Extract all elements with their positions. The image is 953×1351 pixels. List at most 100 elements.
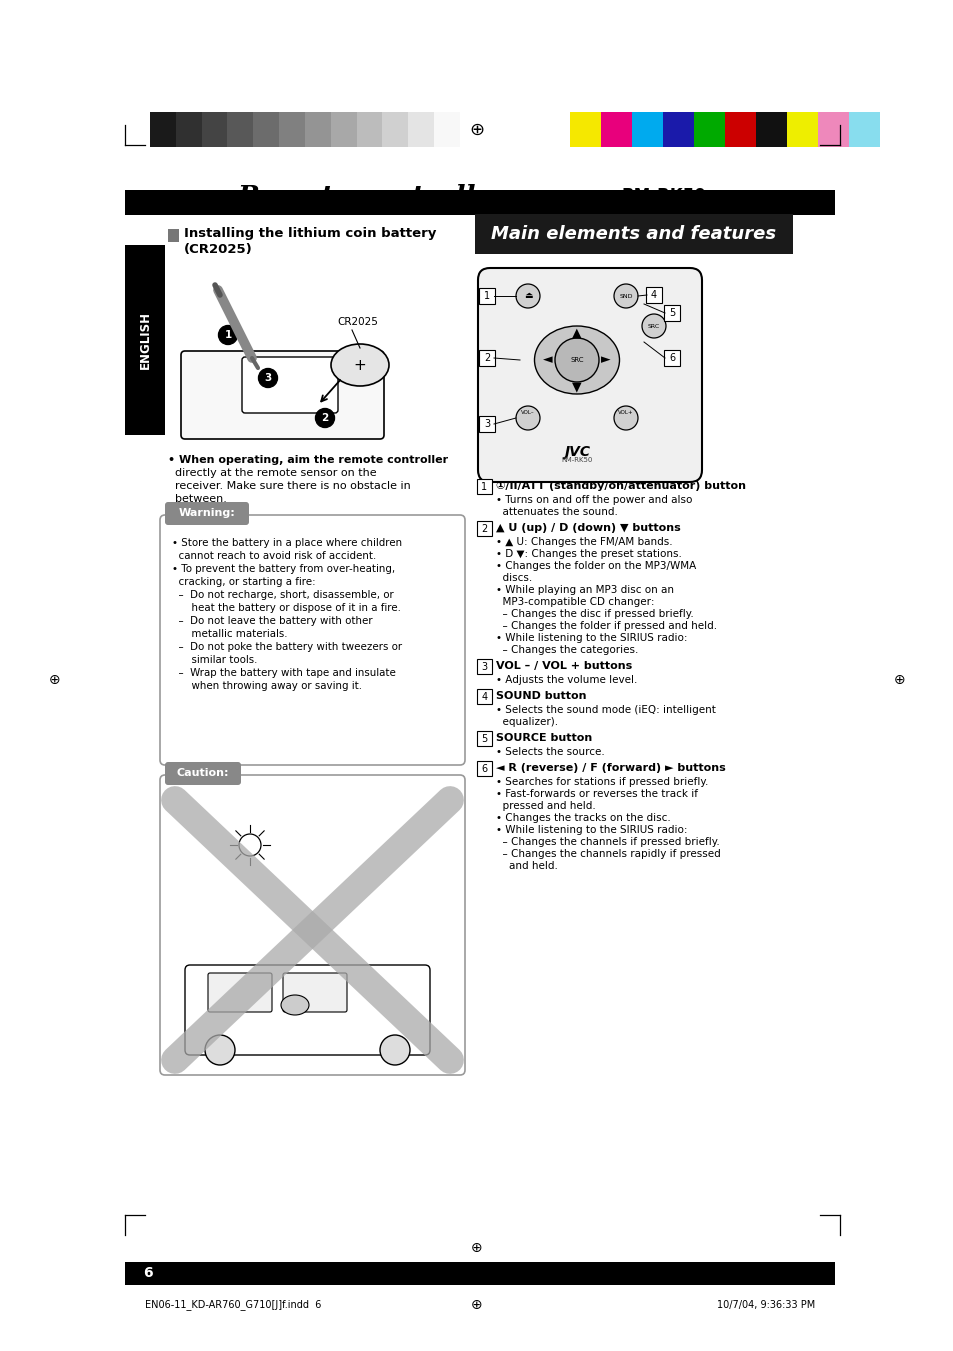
Text: • To prevent the battery from over-heating,: • To prevent the battery from over-heati… bbox=[172, 563, 395, 574]
FancyBboxPatch shape bbox=[165, 503, 249, 526]
Bar bbox=[600, 112, 631, 147]
Text: • While listening to the SIRIUS radio:: • While listening to the SIRIUS radio: bbox=[496, 634, 687, 643]
Text: heat the battery or dispose of it in a fire.: heat the battery or dispose of it in a f… bbox=[172, 603, 400, 613]
Ellipse shape bbox=[281, 994, 309, 1015]
Text: • Selects the sound mode (iEQ: intelligent: • Selects the sound mode (iEQ: intellige… bbox=[496, 705, 715, 715]
Bar bbox=[201, 112, 227, 147]
Text: VOL+: VOL+ bbox=[618, 411, 633, 416]
FancyBboxPatch shape bbox=[476, 480, 492, 494]
Text: – Changes the categories.: – Changes the categories. bbox=[496, 644, 638, 655]
Text: – Changes the channels if pressed briefly.: – Changes the channels if pressed briefl… bbox=[496, 838, 719, 847]
FancyBboxPatch shape bbox=[181, 351, 384, 439]
Bar bbox=[150, 112, 175, 147]
Text: SND: SND bbox=[618, 293, 632, 299]
Text: ①/II/ATT (standby/on/attenuator) button: ①/II/ATT (standby/on/attenuator) button bbox=[496, 481, 745, 490]
Text: –  Do not poke the battery with tweezers or: – Do not poke the battery with tweezers … bbox=[172, 642, 402, 653]
Text: ⊕: ⊕ bbox=[471, 1242, 482, 1255]
Text: • Store the battery in a place where children: • Store the battery in a place where chi… bbox=[172, 538, 402, 549]
Text: ▲: ▲ bbox=[572, 327, 581, 339]
Bar bbox=[569, 112, 600, 147]
FancyBboxPatch shape bbox=[478, 416, 495, 432]
Text: receiver. Make sure there is no obstacle in: receiver. Make sure there is no obstacle… bbox=[168, 481, 411, 490]
Circle shape bbox=[379, 1035, 410, 1065]
Text: 6: 6 bbox=[481, 763, 487, 774]
Bar bbox=[693, 112, 724, 147]
Text: • Selects the source.: • Selects the source. bbox=[496, 747, 604, 757]
Text: equalizer).: equalizer). bbox=[496, 717, 558, 727]
Text: ◄ R (reverse) / F (forward) ► buttons: ◄ R (reverse) / F (forward) ► buttons bbox=[496, 763, 725, 773]
Text: JVC: JVC bbox=[563, 444, 589, 459]
FancyBboxPatch shape bbox=[478, 350, 495, 366]
Text: • D ▼: Changes the preset stations.: • D ▼: Changes the preset stations. bbox=[496, 549, 681, 559]
Text: 1: 1 bbox=[481, 481, 487, 492]
Text: • Fast-forwards or reverses the track if: • Fast-forwards or reverses the track if bbox=[496, 789, 698, 798]
Bar bbox=[356, 112, 382, 147]
Text: • While playing an MP3 disc on an: • While playing an MP3 disc on an bbox=[496, 585, 673, 594]
Text: ▼: ▼ bbox=[572, 381, 581, 393]
Text: and held.: and held. bbox=[496, 861, 558, 871]
Text: SRC: SRC bbox=[647, 323, 659, 328]
Text: 6: 6 bbox=[143, 1266, 152, 1279]
FancyBboxPatch shape bbox=[185, 965, 430, 1055]
Text: 5: 5 bbox=[481, 734, 487, 743]
Bar bbox=[253, 112, 279, 147]
Text: ⏏: ⏏ bbox=[523, 292, 532, 300]
FancyBboxPatch shape bbox=[663, 305, 679, 322]
FancyBboxPatch shape bbox=[242, 357, 337, 413]
FancyBboxPatch shape bbox=[165, 762, 241, 785]
FancyBboxPatch shape bbox=[283, 973, 347, 1012]
Bar bbox=[279, 112, 305, 147]
Bar bbox=[755, 112, 786, 147]
Text: • Searches for stations if pressed briefly.: • Searches for stations if pressed brief… bbox=[496, 777, 708, 788]
Text: Main elements and features: Main elements and features bbox=[491, 226, 776, 243]
Text: 4: 4 bbox=[481, 692, 487, 701]
Text: EN06-11_KD-AR760_G710[J]f.indd  6: EN06-11_KD-AR760_G710[J]f.indd 6 bbox=[145, 1300, 321, 1310]
Text: pressed and held.: pressed and held. bbox=[496, 801, 595, 811]
Circle shape bbox=[614, 284, 638, 308]
Text: • Changes the folder on the MP3/WMA: • Changes the folder on the MP3/WMA bbox=[496, 561, 696, 571]
Text: 2: 2 bbox=[321, 413, 328, 423]
Bar bbox=[817, 112, 848, 147]
FancyBboxPatch shape bbox=[645, 286, 661, 303]
Text: Installing the lithium coin battery: Installing the lithium coin battery bbox=[184, 227, 436, 240]
Circle shape bbox=[218, 326, 237, 345]
Text: similar tools.: similar tools. bbox=[172, 655, 257, 665]
FancyBboxPatch shape bbox=[160, 775, 464, 1075]
Bar bbox=[382, 112, 408, 147]
Circle shape bbox=[258, 369, 277, 388]
Text: Caution:: Caution: bbox=[176, 767, 229, 778]
Text: –  Wrap the battery with tape and insulate: – Wrap the battery with tape and insulat… bbox=[172, 667, 395, 678]
Text: –  Do not leave the battery with other: – Do not leave the battery with other bbox=[172, 616, 373, 626]
Text: ENGLISH: ENGLISH bbox=[138, 311, 152, 369]
Text: 3: 3 bbox=[483, 419, 490, 430]
Bar bbox=[848, 112, 879, 147]
Text: ⊕: ⊕ bbox=[50, 673, 61, 688]
Text: ⊕: ⊕ bbox=[893, 673, 904, 688]
Text: directly at the remote sensor on the: directly at the remote sensor on the bbox=[168, 467, 376, 478]
Text: 2: 2 bbox=[481, 523, 487, 534]
Text: 10/7/04, 9:36:33 PM: 10/7/04, 9:36:33 PM bbox=[716, 1300, 814, 1310]
Bar bbox=[662, 112, 693, 147]
Text: MP3-compatible CD changer:: MP3-compatible CD changer: bbox=[496, 597, 654, 607]
Text: • While listening to the SIRIUS radio:: • While listening to the SIRIUS radio: bbox=[496, 825, 687, 835]
Text: between.: between. bbox=[168, 494, 227, 504]
Bar bbox=[331, 112, 356, 147]
Circle shape bbox=[239, 834, 261, 857]
Text: ▲ U (up) / D (down) ▼ buttons: ▲ U (up) / D (down) ▼ buttons bbox=[496, 523, 680, 534]
Text: cannot reach to avoid risk of accident.: cannot reach to avoid risk of accident. bbox=[172, 551, 375, 561]
Text: CR2025: CR2025 bbox=[337, 317, 378, 327]
Ellipse shape bbox=[331, 345, 389, 386]
Text: attenuates the sound.: attenuates the sound. bbox=[496, 507, 618, 517]
Text: (CR2025): (CR2025) bbox=[184, 242, 253, 255]
Text: RM-RK50: RM-RK50 bbox=[560, 457, 592, 463]
Text: discs.: discs. bbox=[496, 573, 532, 584]
Circle shape bbox=[555, 338, 598, 382]
Bar bbox=[227, 112, 253, 147]
Text: • ▲ U: Changes the FM/AM bands.: • ▲ U: Changes the FM/AM bands. bbox=[496, 536, 672, 547]
Text: 1: 1 bbox=[224, 330, 232, 340]
Text: SOUND button: SOUND button bbox=[496, 690, 586, 701]
Text: when throwing away or saving it.: when throwing away or saving it. bbox=[172, 681, 361, 690]
Text: 6: 6 bbox=[668, 353, 675, 363]
Bar bbox=[305, 112, 331, 147]
Text: • Adjusts the volume level.: • Adjusts the volume level. bbox=[496, 676, 637, 685]
